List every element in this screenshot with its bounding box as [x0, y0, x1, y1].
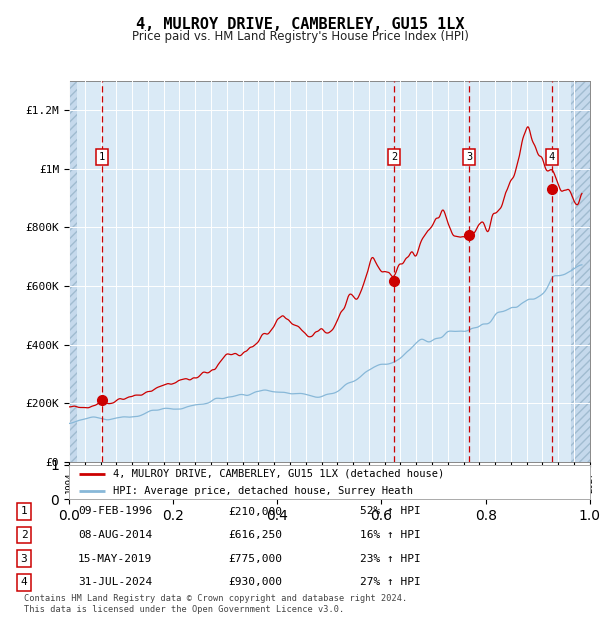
Text: 2: 2: [391, 152, 397, 162]
Text: 1: 1: [99, 152, 106, 162]
Bar: [571, 81, 590, 462]
Text: £210,000: £210,000: [228, 507, 282, 516]
Text: Contains HM Land Registry data © Crown copyright and database right 2024.
This d: Contains HM Land Registry data © Crown c…: [24, 595, 407, 614]
Text: 27% ↑ HPI: 27% ↑ HPI: [360, 577, 421, 587]
Text: HPI: Average price, detached house, Surrey Heath: HPI: Average price, detached house, Surr…: [113, 485, 413, 495]
Text: 52% ↑ HPI: 52% ↑ HPI: [360, 507, 421, 516]
Text: 4, MULROY DRIVE, CAMBERLEY, GU15 1LX (detached house): 4, MULROY DRIVE, CAMBERLEY, GU15 1LX (de…: [113, 469, 445, 479]
Bar: [69, 81, 77, 462]
Text: £930,000: £930,000: [228, 577, 282, 587]
Text: £775,000: £775,000: [228, 554, 282, 564]
Text: £616,250: £616,250: [228, 530, 282, 540]
Text: 23% ↑ HPI: 23% ↑ HPI: [360, 554, 421, 564]
Text: 3: 3: [20, 554, 28, 564]
Text: 08-AUG-2014: 08-AUG-2014: [78, 530, 152, 540]
Text: 2: 2: [20, 530, 28, 540]
Text: Price paid vs. HM Land Registry's House Price Index (HPI): Price paid vs. HM Land Registry's House …: [131, 30, 469, 43]
Text: 4, MULROY DRIVE, CAMBERLEY, GU15 1LX: 4, MULROY DRIVE, CAMBERLEY, GU15 1LX: [136, 17, 464, 32]
Text: 1: 1: [20, 507, 28, 516]
Text: 09-FEB-1996: 09-FEB-1996: [78, 507, 152, 516]
Text: 16% ↑ HPI: 16% ↑ HPI: [360, 530, 421, 540]
Text: 4: 4: [548, 152, 555, 162]
Text: 31-JUL-2024: 31-JUL-2024: [78, 577, 152, 587]
Text: 4: 4: [20, 577, 28, 587]
Text: 15-MAY-2019: 15-MAY-2019: [78, 554, 152, 564]
Text: 3: 3: [466, 152, 473, 162]
